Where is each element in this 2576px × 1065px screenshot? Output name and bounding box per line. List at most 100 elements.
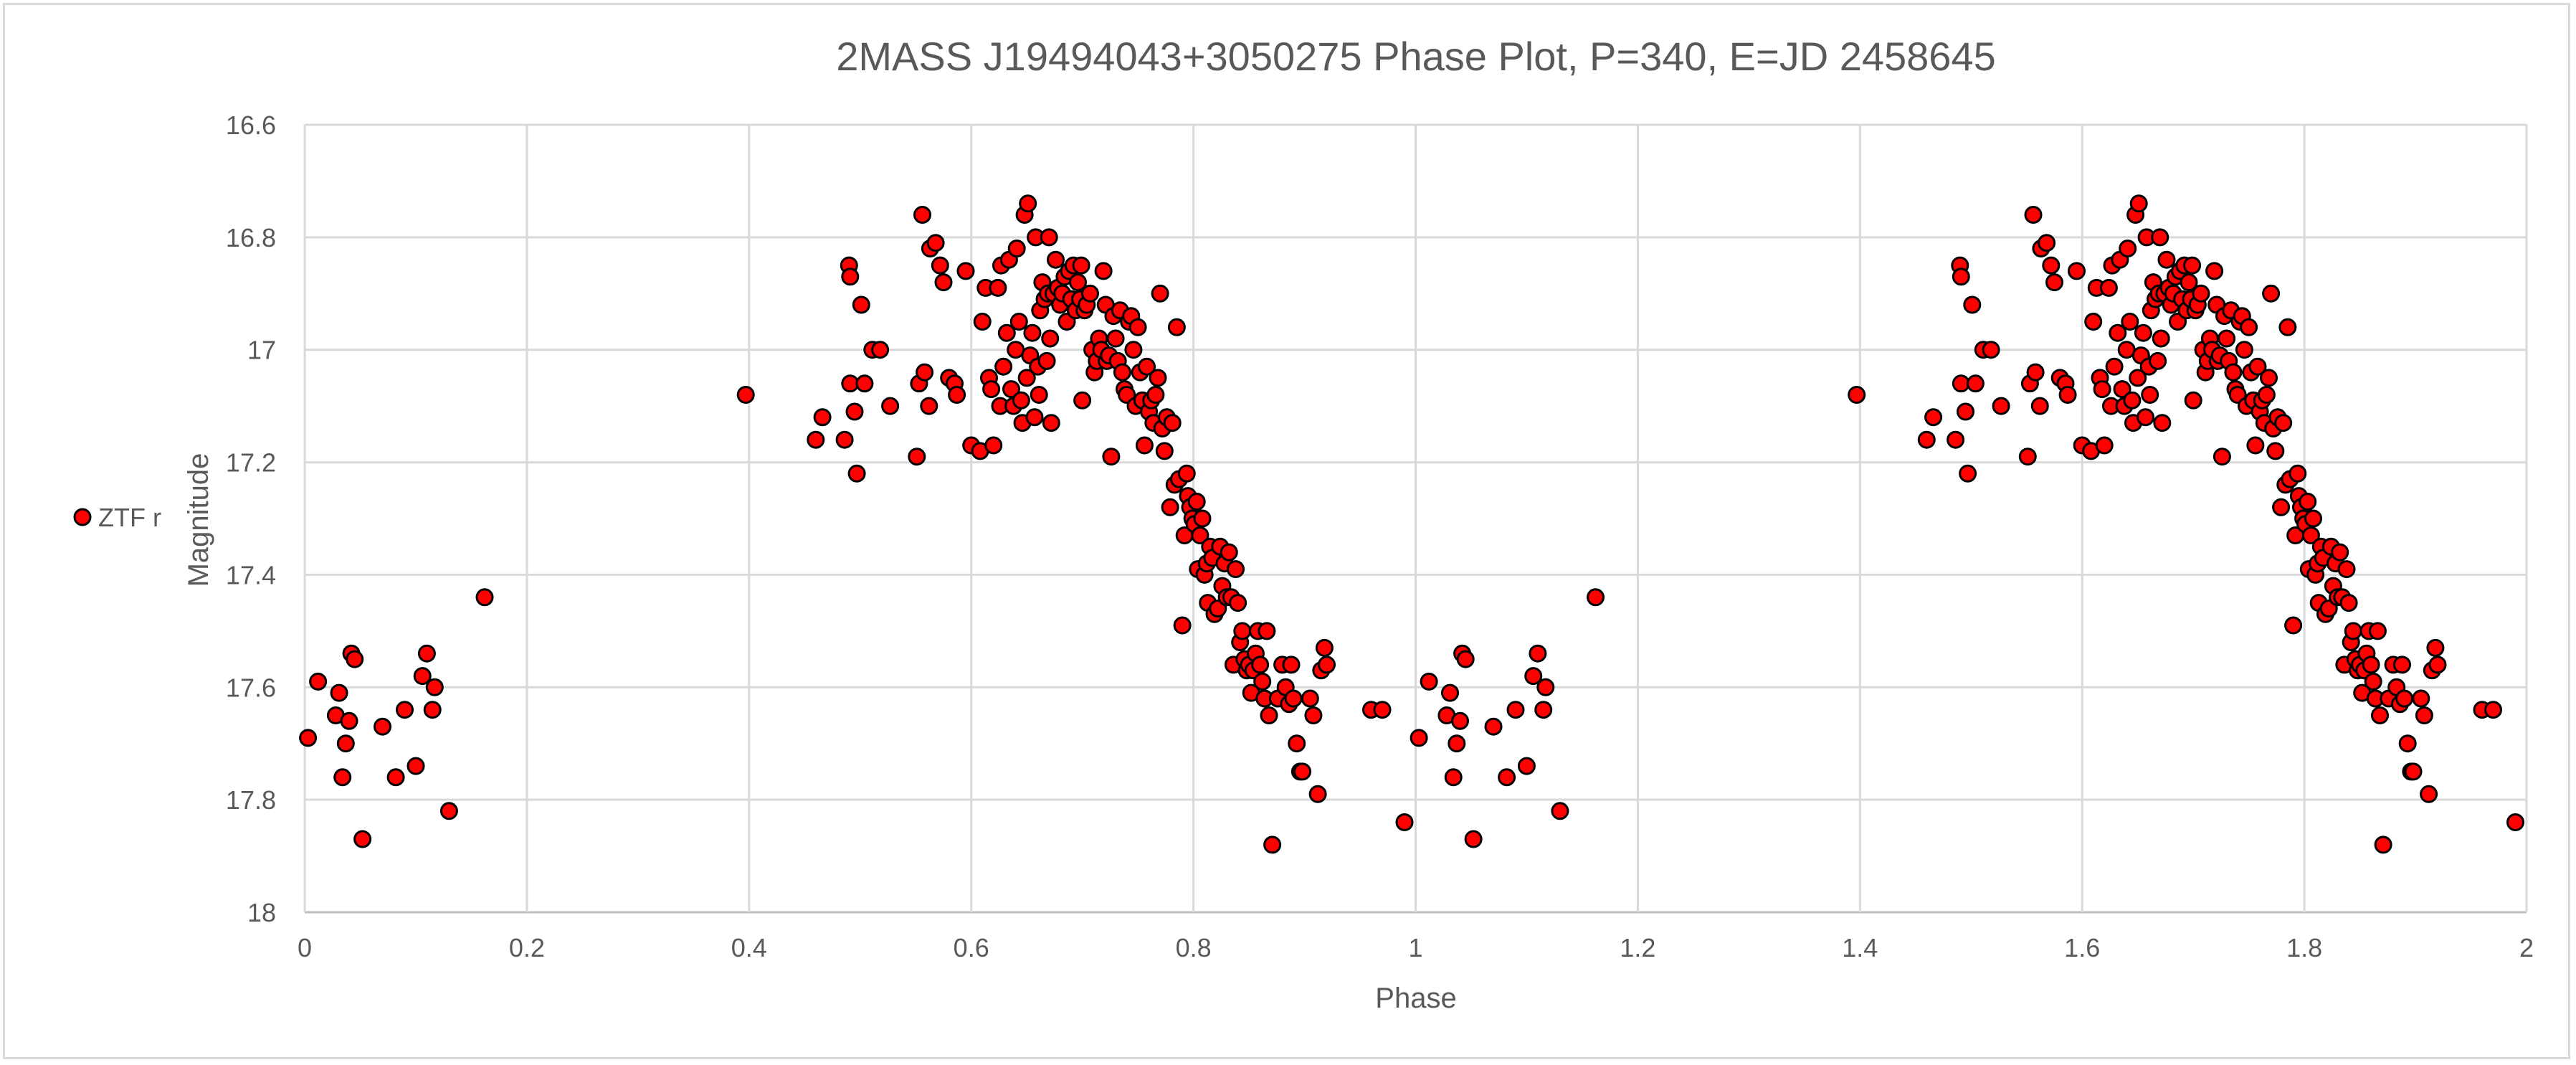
data-point — [1023, 323, 1042, 342]
data-point — [1113, 363, 1131, 382]
data-point — [973, 313, 992, 331]
gridlines — [303, 123, 2528, 914]
x-tick-label: 1.4 — [1842, 933, 1878, 962]
data-point — [475, 588, 494, 607]
data-point — [2299, 493, 2317, 511]
data-point — [1587, 588, 1605, 607]
data-point — [1536, 678, 1555, 696]
data-point — [2246, 436, 2265, 455]
data-point — [1220, 543, 1238, 562]
data-point — [2095, 436, 2114, 455]
data-point — [2224, 363, 2243, 382]
data-point — [1047, 250, 1065, 269]
data-point — [1498, 768, 1516, 787]
data-point — [1441, 683, 1459, 702]
data-point — [931, 256, 949, 275]
data-point — [2344, 622, 2362, 640]
data-point — [2331, 543, 2349, 562]
data-point — [2141, 386, 2159, 404]
data-point — [1395, 813, 1414, 831]
data-point — [2415, 706, 2433, 724]
data-point — [2180, 273, 2198, 292]
data-point — [2119, 240, 2137, 257]
data-point — [439, 802, 458, 820]
data-point — [2184, 391, 2202, 410]
data-point — [2183, 256, 2202, 275]
x-tick-label: 0.4 — [731, 933, 767, 962]
data-point — [926, 234, 945, 252]
y-tick-label: 17.2 — [226, 448, 276, 478]
data-point — [920, 397, 938, 415]
data-point — [1253, 672, 1272, 691]
data-point — [1410, 729, 1428, 747]
data-point — [1288, 734, 1306, 753]
data-point — [2129, 369, 2147, 387]
data-point — [1002, 380, 1020, 399]
x-tick-label: 0.6 — [954, 933, 989, 962]
data-point — [2426, 638, 2445, 657]
data-point — [1282, 655, 1301, 674]
data-point — [1506, 701, 1525, 719]
data-point — [1012, 391, 1030, 410]
data-point — [2205, 262, 2224, 280]
data-point — [1451, 711, 1469, 730]
data-point — [2260, 369, 2278, 387]
data-point — [2266, 442, 2285, 460]
data-point — [1959, 464, 1977, 483]
data-point — [1163, 414, 1182, 432]
data-point — [1966, 374, 1985, 393]
data-point — [997, 323, 1016, 342]
data-point — [1848, 386, 1866, 404]
data-points — [299, 194, 2524, 854]
data-point — [1138, 357, 1156, 376]
data-point — [2506, 813, 2524, 831]
data-point — [1229, 594, 1247, 612]
data-point — [1924, 408, 1943, 427]
data-point — [1094, 262, 1113, 280]
data-point — [1191, 526, 1209, 544]
data-point — [989, 278, 1007, 297]
data-point — [2278, 318, 2297, 336]
data-point — [1025, 408, 1044, 427]
data-point — [386, 768, 405, 787]
data-point — [2339, 594, 2358, 612]
data-point — [934, 273, 953, 292]
data-point — [1963, 295, 1982, 314]
legend-label: ZTF r — [98, 503, 161, 532]
data-point — [2240, 318, 2258, 336]
data-point — [855, 374, 874, 393]
data-point — [2428, 655, 2447, 674]
data-point — [2129, 194, 2148, 213]
data-point — [1233, 622, 1252, 640]
data-point — [994, 357, 1013, 376]
data-point — [1173, 616, 1192, 635]
data-point — [2213, 448, 2231, 466]
data-point — [1161, 498, 1179, 516]
data-point — [2105, 357, 2124, 376]
data-point — [1947, 430, 1965, 449]
data-point — [813, 408, 832, 427]
data-point — [948, 386, 966, 404]
data-point — [2337, 560, 2356, 579]
data-point — [1464, 830, 1483, 848]
data-point — [916, 363, 934, 382]
data-point — [871, 341, 890, 359]
data-point — [2042, 256, 2061, 275]
data-point — [1534, 701, 1553, 719]
data-point — [2404, 762, 2423, 781]
data-point — [845, 402, 864, 421]
y-tick-label: 17.6 — [226, 673, 276, 702]
data-point — [1081, 284, 1099, 303]
data-point — [1284, 689, 1303, 708]
data-point — [2420, 785, 2438, 803]
data-point — [1456, 650, 1475, 668]
x-tick-label: 0.2 — [509, 933, 545, 962]
data-point — [1373, 701, 1392, 719]
data-point — [1952, 268, 1970, 286]
y-tick-label: 17 — [247, 336, 276, 365]
data-point — [1293, 762, 1311, 781]
data-point — [2235, 341, 2253, 359]
data-point — [2038, 234, 2056, 252]
data-point — [2153, 414, 2172, 432]
x-tick-label: 1 — [1408, 933, 1422, 962]
